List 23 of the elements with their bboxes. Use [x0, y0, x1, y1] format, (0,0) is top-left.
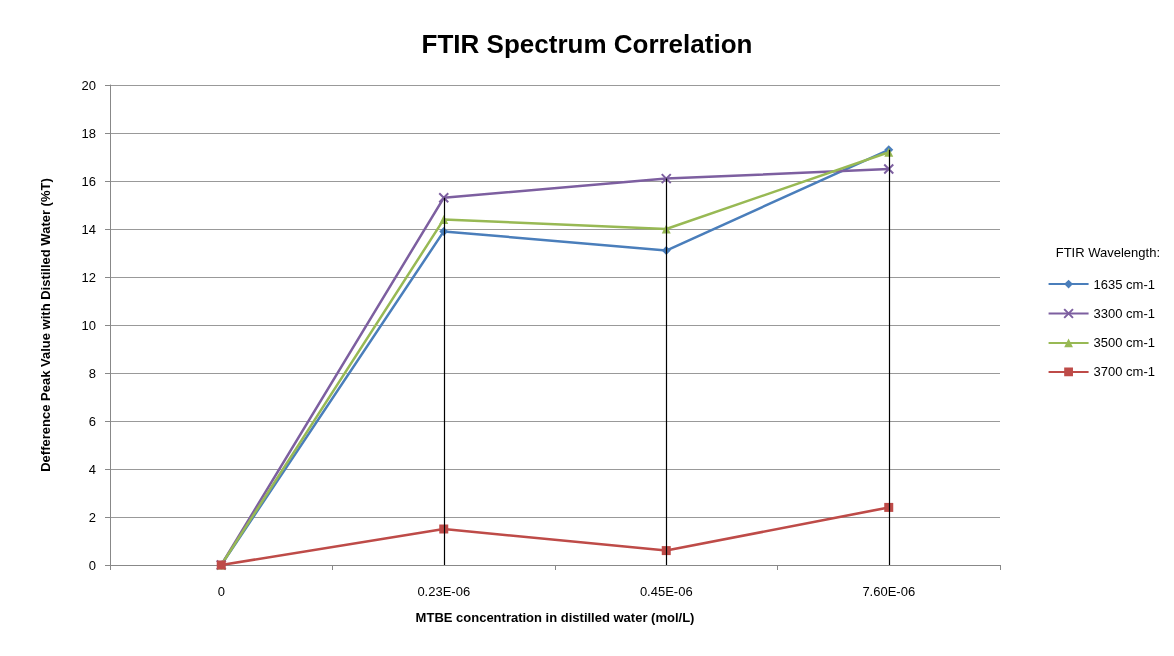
- y-tick-label: 2: [88, 509, 96, 525]
- legend-label: 3500 cm-1: [1093, 335, 1155, 351]
- x-tick-label: 7.60E-06: [862, 584, 916, 599]
- x-tick-label: 0.45E-06: [639, 584, 693, 599]
- y-tick-label: 20: [81, 77, 96, 93]
- x-tick-label: 0.23E-06: [417, 584, 471, 599]
- y-tick-label: 0: [88, 557, 96, 573]
- legend-label: 1635 cm-1: [1093, 276, 1155, 292]
- x-tick-label: 0: [217, 584, 225, 599]
- y-axis-title: Defference Peak Value with Distilled Water (%T): [38, 178, 53, 472]
- y-tick-label: 16: [81, 173, 96, 189]
- y-tick-label: 8: [88, 365, 96, 381]
- y-tick-label: 10: [81, 317, 96, 333]
- legend-title: FTIR Wavelength:: [1055, 245, 1161, 260]
- x-axis-title: MTBE concentration in distilled water (mol/L): [415, 610, 695, 625]
- chart-title: FTIR Spectrum Correlation: [421, 29, 753, 59]
- y-tick-label: 14: [81, 221, 96, 237]
- legend-label: 3700 cm-1: [1093, 364, 1155, 380]
- y-tick-label: 18: [81, 125, 96, 141]
- y-tick-label: 12: [81, 269, 96, 285]
- y-tick-label: 6: [88, 413, 96, 429]
- legend-label: 3300 cm-1: [1093, 306, 1155, 321]
- y-tick-label: 4: [88, 461, 96, 477]
